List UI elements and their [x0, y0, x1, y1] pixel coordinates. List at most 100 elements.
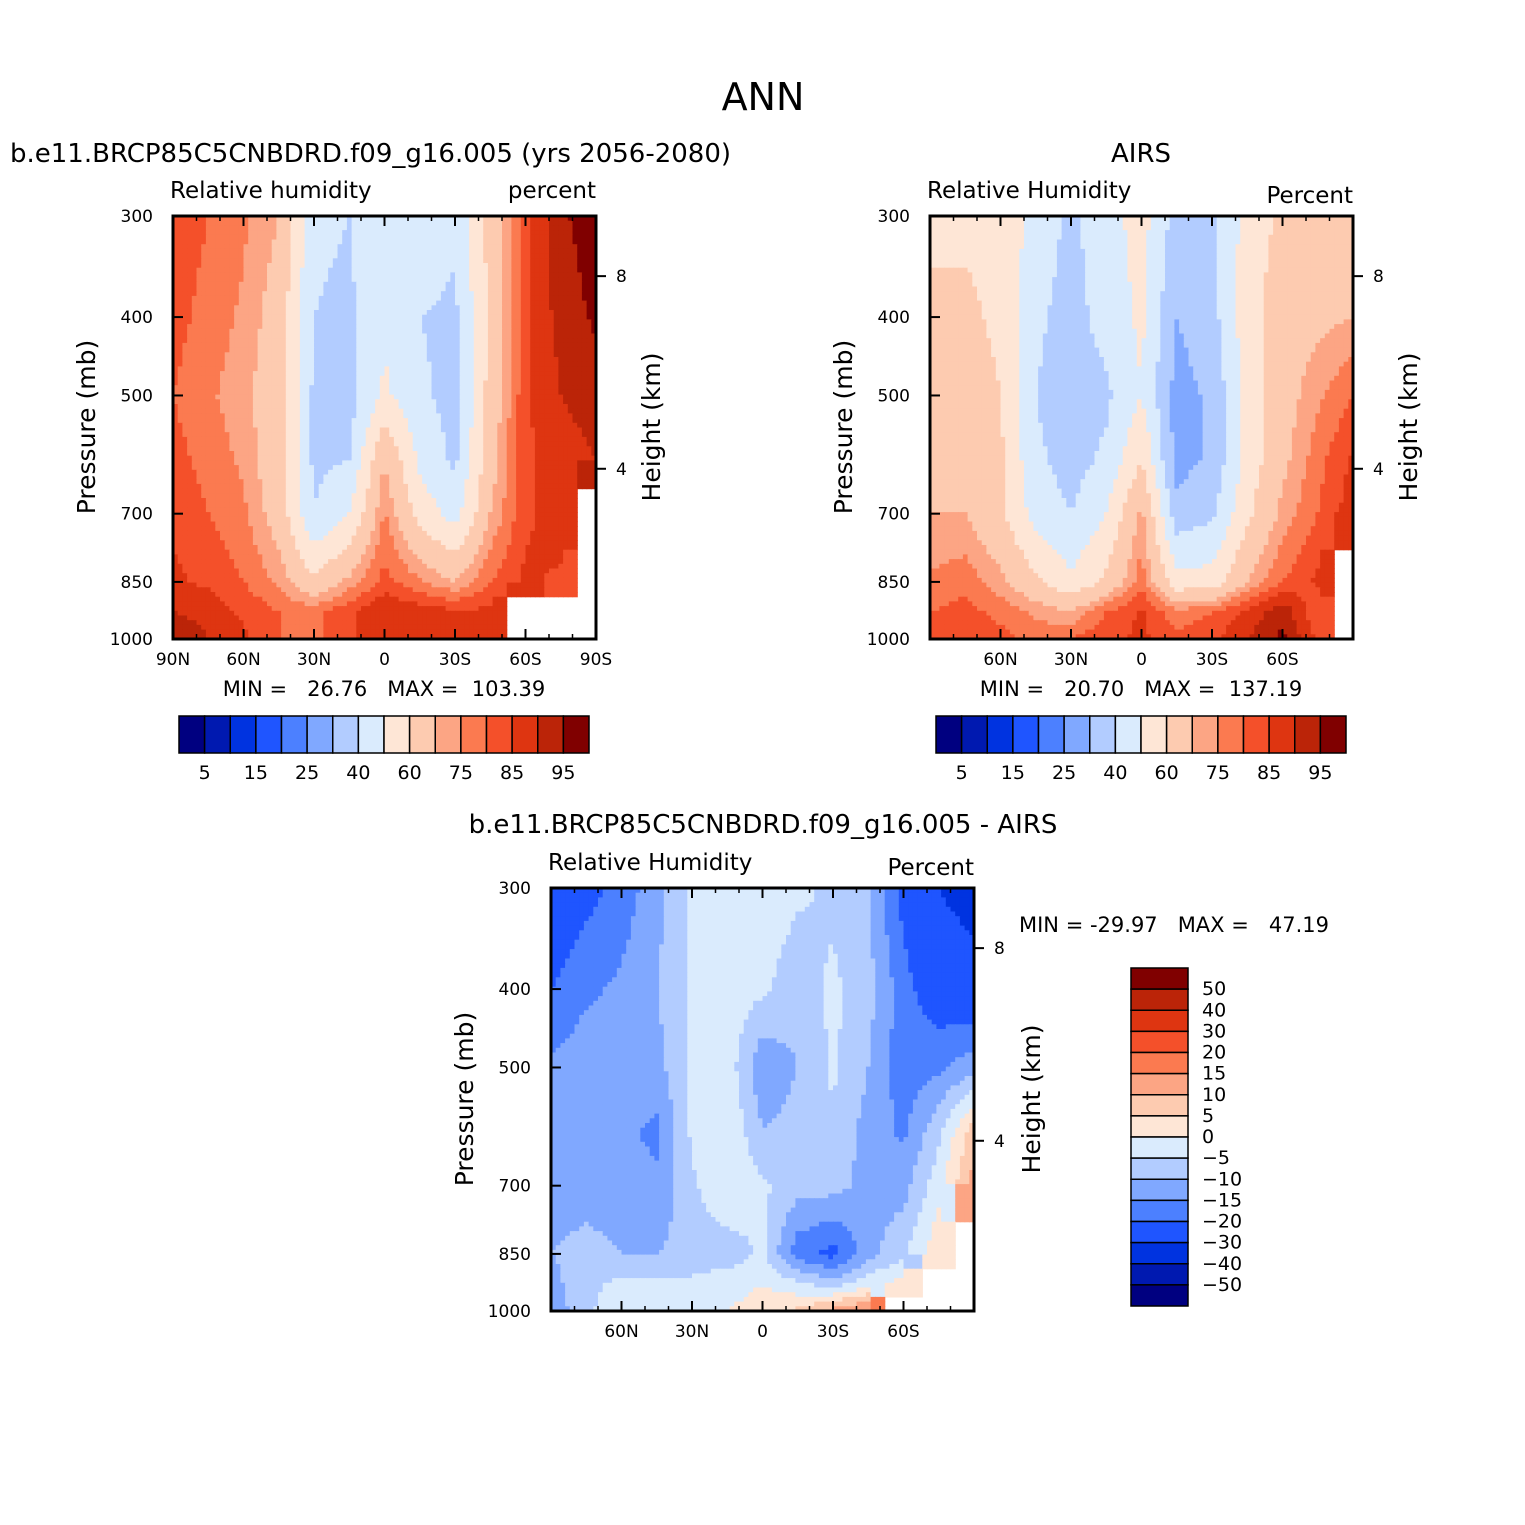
contour-cell [215, 376, 220, 381]
contour-cell [540, 221, 545, 226]
contour-cell [521, 310, 526, 315]
contour-cell [577, 225, 582, 230]
contour-cell [417, 366, 422, 371]
contour-cell [483, 263, 488, 268]
contour-cell [276, 263, 281, 268]
contour-cell [323, 442, 328, 447]
contour-cell [347, 249, 352, 254]
contour-cell [375, 381, 380, 386]
contour-cell [258, 366, 263, 371]
contour-cell [469, 258, 474, 263]
contour-cell [347, 371, 352, 376]
contour-cell [197, 371, 202, 376]
contour-cell [488, 371, 493, 376]
contour-cell [323, 475, 328, 480]
contour-cell [253, 221, 258, 226]
contour-cell [563, 432, 568, 437]
contour-cell [455, 244, 460, 249]
contour-cell [582, 240, 587, 245]
contour-cell [535, 343, 540, 348]
contour-cell [295, 376, 300, 381]
contour-cell [483, 249, 488, 254]
contour-cell [389, 221, 394, 226]
contour-cell [352, 371, 357, 376]
contour-cell [483, 324, 488, 329]
contour-cell [493, 249, 498, 254]
contour-cell [239, 357, 244, 362]
contour-cell [220, 305, 225, 310]
contour-cell [356, 432, 361, 437]
contour-cell [211, 357, 216, 362]
contour-cell [385, 343, 390, 348]
contour-cell [314, 381, 319, 386]
contour-cell [558, 470, 563, 475]
contour-cell [587, 371, 592, 376]
contour-cell [286, 287, 291, 292]
contour-cell [464, 287, 469, 292]
contour-cell [281, 235, 286, 240]
contour-cell [333, 324, 338, 329]
contour-cell [276, 225, 281, 230]
contour-cell [192, 428, 197, 433]
contour-cell [497, 404, 502, 409]
contour-cell [323, 432, 328, 437]
contour-cell [413, 352, 418, 357]
contour-cell [558, 287, 563, 292]
contour-cell [286, 268, 291, 273]
contour-cell [441, 460, 446, 465]
contour-cell [253, 432, 258, 437]
contour-cell [319, 423, 324, 428]
contour-cell [540, 352, 545, 357]
contour-cell [516, 305, 521, 310]
contour-cell [187, 465, 192, 470]
contour-cell [352, 348, 357, 353]
contour-cell [554, 446, 559, 451]
contour-cell [436, 413, 441, 418]
contour-cell [328, 390, 333, 395]
contour-cell [587, 437, 592, 442]
contour-cell [516, 324, 521, 329]
contour-cell [582, 244, 587, 249]
contour-cell [220, 301, 225, 306]
contour-cell [558, 315, 563, 320]
contour-cell [469, 254, 474, 259]
contour-cell [197, 254, 202, 259]
contour-cell [229, 409, 234, 414]
contour-cell [432, 352, 437, 357]
contour-cell [356, 343, 361, 348]
contour-cell [305, 277, 310, 282]
contour-cell [568, 404, 573, 409]
contour-cell [488, 343, 493, 348]
contour-cell [244, 268, 249, 273]
contour-cell [305, 258, 310, 263]
contour-cell [201, 287, 206, 292]
contour-cell [535, 390, 540, 395]
contour-cell [530, 442, 535, 447]
contour-cell [413, 460, 418, 465]
contour-cell [558, 258, 563, 263]
contour-cell [300, 413, 305, 418]
contour-cell [530, 305, 535, 310]
contour-cell [587, 301, 592, 306]
contour-cell [385, 287, 390, 292]
contour-cell [375, 268, 380, 273]
contour-cell [286, 381, 291, 386]
contour-cell [267, 451, 272, 456]
contour-cell [187, 334, 192, 339]
contour-cell [309, 390, 314, 395]
contour-cell [450, 442, 455, 447]
contour-cell [507, 221, 512, 226]
contour-cell [577, 456, 582, 461]
contour-cell [502, 428, 507, 433]
contour-cell [178, 343, 183, 348]
contour-cell [272, 366, 277, 371]
contour-cell [497, 235, 502, 240]
contour-cell [220, 235, 225, 240]
contour-cell [272, 409, 277, 414]
contour-cell [502, 385, 507, 390]
contour-cell [497, 395, 502, 400]
contour-cell [361, 451, 366, 456]
contour-cell [314, 418, 319, 423]
contour-cell [182, 385, 187, 390]
contour-cell [540, 456, 545, 461]
